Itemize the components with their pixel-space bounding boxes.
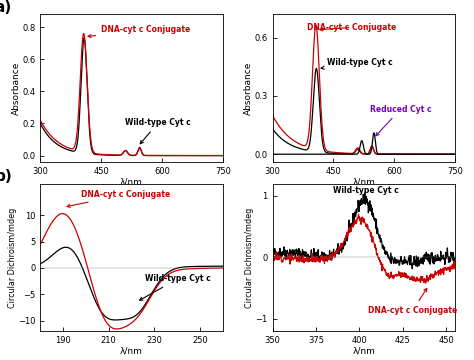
Text: DNA-cyt c Conjugate: DNA-cyt c Conjugate [88,25,191,37]
Y-axis label: Absorbance: Absorbance [12,62,21,115]
Text: Wild-type Cyt c: Wild-type Cyt c [321,58,393,69]
Text: Wild-type Cyt c: Wild-type Cyt c [126,118,191,144]
Text: DNA-cyt c Conjugate: DNA-cyt c Conjugate [307,23,396,32]
Text: Reduced Cyt c: Reduced Cyt c [370,104,431,136]
Y-axis label: Circular Dichroism/mdeg: Circular Dichroism/mdeg [8,207,17,307]
X-axis label: λ/nm: λ/nm [120,177,143,186]
Text: Wild-type Cyt c: Wild-type Cyt c [333,186,399,201]
Text: DNA-cyt c Conjugate: DNA-cyt c Conjugate [368,288,457,315]
Text: DNA-cyt c Conjugate: DNA-cyt c Conjugate [67,190,171,207]
X-axis label: λ/nm: λ/nm [352,346,375,355]
Y-axis label: Absorbance: Absorbance [244,62,253,115]
Text: Wild-type Cyt c: Wild-type Cyt c [140,274,211,300]
X-axis label: λ/nm: λ/nm [352,177,375,186]
X-axis label: λ/nm: λ/nm [120,346,143,355]
Text: a): a) [0,0,12,15]
Y-axis label: Circular Dichroism/mdeg: Circular Dichroism/mdeg [245,207,254,307]
Text: b): b) [0,169,12,184]
